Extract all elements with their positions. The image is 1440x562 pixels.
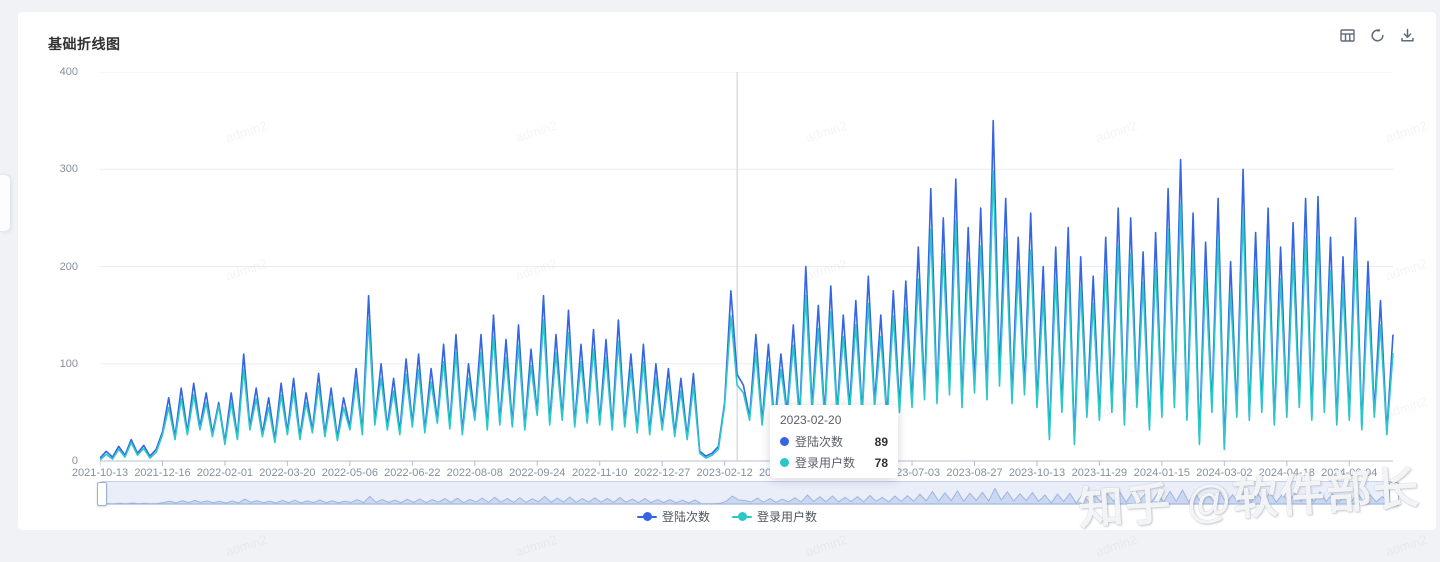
tooltip-series-label: 登陆次数 (795, 435, 844, 449)
page-title: 基础折线图 (48, 36, 121, 52)
background-watermark: admin2 (223, 531, 269, 560)
background-watermark: admin2 (1383, 531, 1429, 560)
x-axis-tick-label: 2023-11-29 (1071, 467, 1128, 479)
drawer-handle[interactable] (0, 174, 11, 232)
background-watermark: admin2 (803, 531, 849, 560)
download-button[interactable] (1394, 22, 1420, 48)
x-axis-tick-label: 2022-09-24 (509, 467, 566, 479)
y-axis-tick-label: 0 (71, 455, 78, 467)
x-axis-tick-label: 2024-04-18 (1258, 467, 1315, 479)
tooltip-series-value: 78 (874, 455, 888, 470)
x-axis-tick-label: 2022-05-06 (321, 467, 378, 479)
datazoom-slider[interactable] (97, 481, 1399, 506)
legend-label: 登录用户数 (757, 510, 818, 524)
datazoom-left-handle[interactable] (97, 482, 107, 506)
x-axis-tick-label: 2023-08-27 (946, 467, 1003, 479)
x-axis-tick-label: 2023-02-12 (696, 467, 753, 479)
download-icon (1400, 28, 1414, 41)
y-axis-tick-label: 200 (59, 260, 78, 273)
chart-toolbox (1334, 22, 1420, 48)
tooltip-series-label: 登录用户数 (795, 456, 856, 470)
x-axis-tick-label: 2022-03-20 (259, 467, 316, 479)
legend-item-登录用户数[interactable]: 登录用户数 (732, 508, 817, 525)
tooltip-row: 登陆次数 89 (780, 433, 888, 450)
data-view-button[interactable] (1334, 22, 1360, 48)
refresh-button[interactable] (1364, 22, 1390, 48)
datazoom-data-shadow (101, 487, 1395, 504)
x-axis-tick-label: 2024-06-04 (1321, 467, 1378, 479)
y-axis-tick-label: 100 (59, 357, 78, 370)
background-watermark: admin2 (513, 531, 559, 560)
x-axis-tick-label: 2024-03-02 (1196, 467, 1253, 479)
series-dot-icon (780, 458, 789, 467)
y-axis-tick-label: 400 (59, 66, 78, 78)
x-axis-tick-label: 2022-08-08 (446, 467, 503, 479)
refresh-icon (1370, 27, 1384, 42)
y-axis-tick-label: 300 (59, 163, 78, 176)
x-axis-tick-label: 2024-01-15 (1133, 467, 1191, 479)
tooltip-row: 登录用户数 78 (780, 454, 888, 471)
x-axis-tick-label: 2022-11-10 (571, 467, 628, 479)
chart-legend: 登陆次数 登录用户数 (18, 508, 1436, 525)
x-axis-tick-label: 2022-06-22 (384, 467, 441, 479)
tooltip-series-value: 89 (874, 434, 888, 449)
series-line-登录用户数 (100, 170, 1394, 461)
datazoom-right-handle[interactable] (1389, 482, 1399, 506)
plot-area[interactable] (100, 72, 1401, 468)
legend-marker-icon (636, 512, 657, 521)
tooltip-date: 2023-02-20 (780, 413, 842, 427)
legend-label: 登陆次数 (661, 510, 710, 524)
x-axis-tick-label: 2022-12-27 (634, 467, 691, 479)
legend-item-登陆次数[interactable]: 登陆次数 (636, 508, 710, 525)
background-watermark: admin2 (1093, 531, 1139, 560)
x-axis-tick-label: 2021-12-16 (134, 467, 191, 479)
legend-marker-icon (732, 512, 752, 521)
chart-card: 基础折线图 0 100 200 300 400 2021-10-13 2021-12-16 2… (18, 12, 1436, 530)
data-view-icon (1339, 28, 1355, 42)
x-axis-tick-label: 2022-02-01 (196, 467, 254, 479)
x-axis-tick-label: 2021-10-13 (71, 467, 129, 479)
line-chart[interactable]: 0 100 200 300 400 2021-10-13 2021-12-16 2022-02… (18, 12, 1436, 530)
x-axis-tick-label: 2023-10-13 (1008, 467, 1066, 479)
series-dot-icon (780, 437, 789, 446)
chart-tooltip: 2023-02-20 登陆次数 89 登录用户数 78 (770, 405, 898, 478)
